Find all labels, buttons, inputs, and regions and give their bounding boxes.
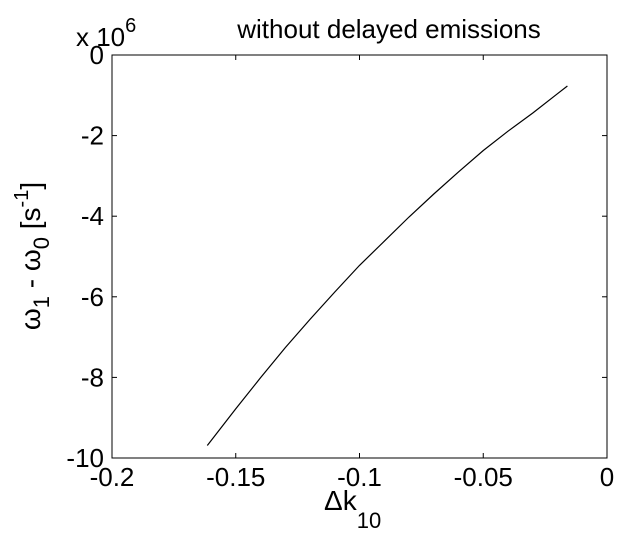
y-label-minus-omega: - ω <box>15 249 46 296</box>
series-line <box>206 85 568 446</box>
x-axis-ticks: -0.2 -0.15 -0.1 -0.05 0 <box>90 55 614 492</box>
x-tick-label: 0 <box>600 462 614 492</box>
x-axis-label: Δk10 <box>324 485 381 533</box>
x-tick-label: -0.1 <box>337 462 382 492</box>
x-tick-label: -0.2 <box>90 462 135 492</box>
x-axis-label-main: Δk <box>324 485 358 516</box>
y-axis-ticks: 0 -2 -4 -6 -8 -10 <box>66 40 607 473</box>
y-tick-label: -8 <box>81 362 104 392</box>
y-multiplier: x 106 <box>76 15 136 52</box>
y-tick-label: -10 <box>66 443 104 473</box>
y-label-bracket-close: ] <box>15 182 46 190</box>
y-multiplier-exponent: 6 <box>125 15 136 37</box>
y-tick-label: -2 <box>81 121 104 151</box>
y-label-superscript: -1 <box>11 190 33 208</box>
chart-title: without delayed emissions <box>236 14 541 44</box>
y-label-sub0: 0 <box>29 237 54 249</box>
x-axis-label-subscript: 10 <box>357 508 381 533</box>
y-tick-label: -4 <box>81 201 104 231</box>
y-axis-label: ω1 - ω0 [s-1] <box>11 182 54 330</box>
x-tick-label: -0.15 <box>206 462 265 492</box>
y-label-bracket-open: [s <box>15 207 46 237</box>
y-label-sub1: 1 <box>29 296 54 308</box>
y-tick-label: -6 <box>81 282 104 312</box>
series-group <box>206 85 568 446</box>
y-multiplier-base: x 10 <box>76 22 125 52</box>
y-label-omega1: ω <box>15 308 46 330</box>
x-tick-label: -0.05 <box>454 462 513 492</box>
plot-area <box>111 54 608 459</box>
y-tick-label: 0 <box>90 40 104 70</box>
